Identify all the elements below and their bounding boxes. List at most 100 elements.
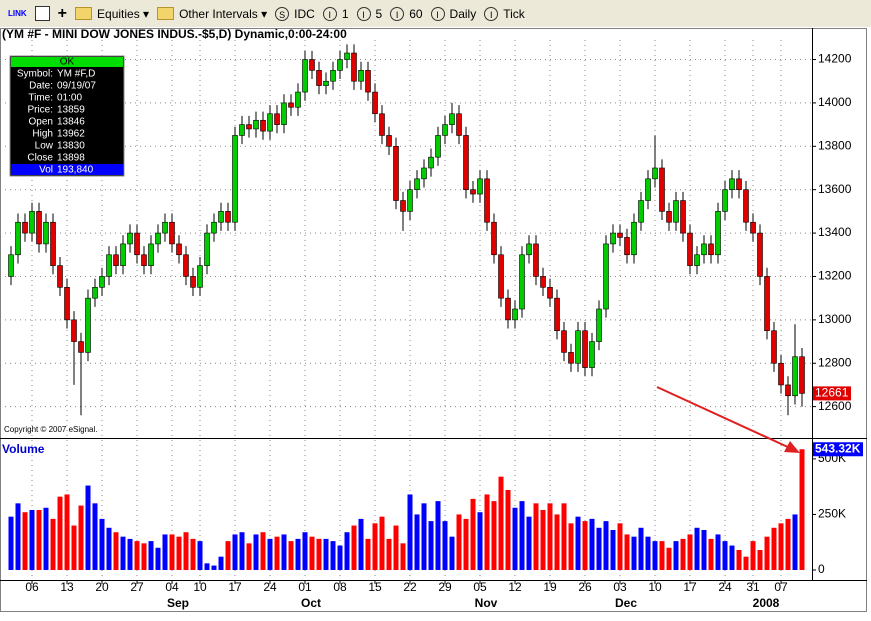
candle-body xyxy=(785,384,791,397)
volume-bar xyxy=(694,527,700,570)
candle-body xyxy=(505,297,511,321)
candle-body xyxy=(134,232,140,256)
menu-label: Equities xyxy=(97,6,140,21)
x-tick-label: 24 xyxy=(263,580,277,594)
volume-bar xyxy=(603,521,609,570)
volume-bar xyxy=(253,534,259,570)
candle-body xyxy=(638,200,644,223)
candle-body xyxy=(792,356,798,397)
candle-body xyxy=(57,265,63,288)
annotation-arrow xyxy=(656,386,800,453)
x-tick-label: 04 xyxy=(165,580,179,594)
candle-body xyxy=(757,232,763,277)
x-tick-label: 06 xyxy=(25,580,39,594)
marks xyxy=(8,44,805,570)
y-tick-label: 14200 xyxy=(818,52,852,66)
volume-bar xyxy=(771,527,777,570)
equities-menu[interactable]: Equities ▾ xyxy=(75,7,149,21)
candle-body xyxy=(99,276,105,288)
candle-body xyxy=(323,80,329,86)
info-label: Date: xyxy=(29,81,53,92)
interval-button[interactable]: I 60 xyxy=(390,6,423,21)
link-button[interactable]: LINK xyxy=(8,9,27,18)
add-button[interactable]: + xyxy=(57,4,68,22)
volume-bar xyxy=(344,532,350,570)
volume-bar xyxy=(729,545,735,570)
volume-bar xyxy=(393,525,399,570)
candle-body xyxy=(344,52,350,60)
candle-body xyxy=(589,341,595,368)
volume-bar xyxy=(106,527,112,570)
x-period-label: Oct xyxy=(301,596,321,610)
volume-bar xyxy=(358,518,364,570)
interval-button[interactable]: I Daily xyxy=(430,6,476,21)
candle-body xyxy=(267,113,273,132)
candle-body xyxy=(631,221,637,256)
x-tick-label: 01 xyxy=(298,580,312,594)
candle-body xyxy=(22,221,28,234)
candle-body xyxy=(50,221,56,266)
candle-body xyxy=(708,243,714,256)
x-tick-label: 15 xyxy=(368,580,382,594)
info-box: OK Symbol: YM #F,D Date: 09/19/07 Time: 01:00… xyxy=(9,55,125,177)
volume-bar xyxy=(750,541,756,570)
candle-body xyxy=(449,113,455,125)
volume-bar xyxy=(295,538,301,570)
volume-bar xyxy=(638,527,644,570)
info-value: 13830 xyxy=(57,141,85,152)
x-tick-label: 29 xyxy=(438,580,452,594)
y-tick-label: 0 xyxy=(818,562,825,576)
candle-body xyxy=(771,330,777,364)
candle-body xyxy=(358,70,364,82)
candle-body xyxy=(106,254,112,277)
candle-body xyxy=(176,243,182,256)
volume-bar xyxy=(407,494,413,570)
volume-bar xyxy=(470,498,476,570)
volume-bar xyxy=(561,503,567,570)
axes: 1260012800130001320013400136001380014000… xyxy=(25,52,863,610)
info-value: 01:00 xyxy=(57,93,82,104)
info-box-bg xyxy=(9,55,125,177)
candle-body xyxy=(288,102,294,108)
interval-button[interactable]: I Tick xyxy=(484,6,525,21)
x-tick-label: 24 xyxy=(718,580,732,594)
idc-button[interactable]: S IDC xyxy=(275,6,315,21)
volume-bar xyxy=(141,543,147,570)
candle-body xyxy=(407,189,413,212)
last-price-tag xyxy=(813,386,851,401)
volume-bar xyxy=(736,550,742,570)
candle-body xyxy=(428,156,434,169)
info-label: Low xyxy=(35,141,54,152)
candle-body xyxy=(36,211,42,245)
candle-body xyxy=(715,211,721,256)
x-tick-label: 12 xyxy=(508,580,522,594)
x-period-label: Dec xyxy=(615,596,637,610)
volume-bar xyxy=(554,514,560,570)
candle-body xyxy=(281,102,287,125)
properties-button[interactable] xyxy=(34,6,50,21)
volume-bar xyxy=(337,545,343,570)
volume-bar xyxy=(617,523,623,570)
volume-bar xyxy=(239,532,245,570)
candle-body xyxy=(596,308,602,342)
candle-body xyxy=(400,200,406,212)
candle-body xyxy=(330,70,336,82)
volume-bar xyxy=(57,496,63,570)
volume-bar xyxy=(43,507,49,570)
volume-bar xyxy=(477,512,483,570)
volume-bar xyxy=(519,501,525,570)
x-tick-label: 19 xyxy=(543,580,557,594)
volume-bar xyxy=(799,449,805,570)
candle-body xyxy=(442,124,448,136)
y-tick-label: 250K xyxy=(818,507,846,521)
candle-body xyxy=(386,135,392,147)
candle-body xyxy=(652,167,658,180)
info-value: 193,840 xyxy=(57,165,94,176)
y-tick-label: 13200 xyxy=(818,269,852,283)
info-value: 13846 xyxy=(57,117,85,128)
candle-body xyxy=(799,356,805,394)
volume-bar xyxy=(785,518,791,570)
intervals-menu[interactable]: Other Intervals ▾ xyxy=(157,7,267,21)
